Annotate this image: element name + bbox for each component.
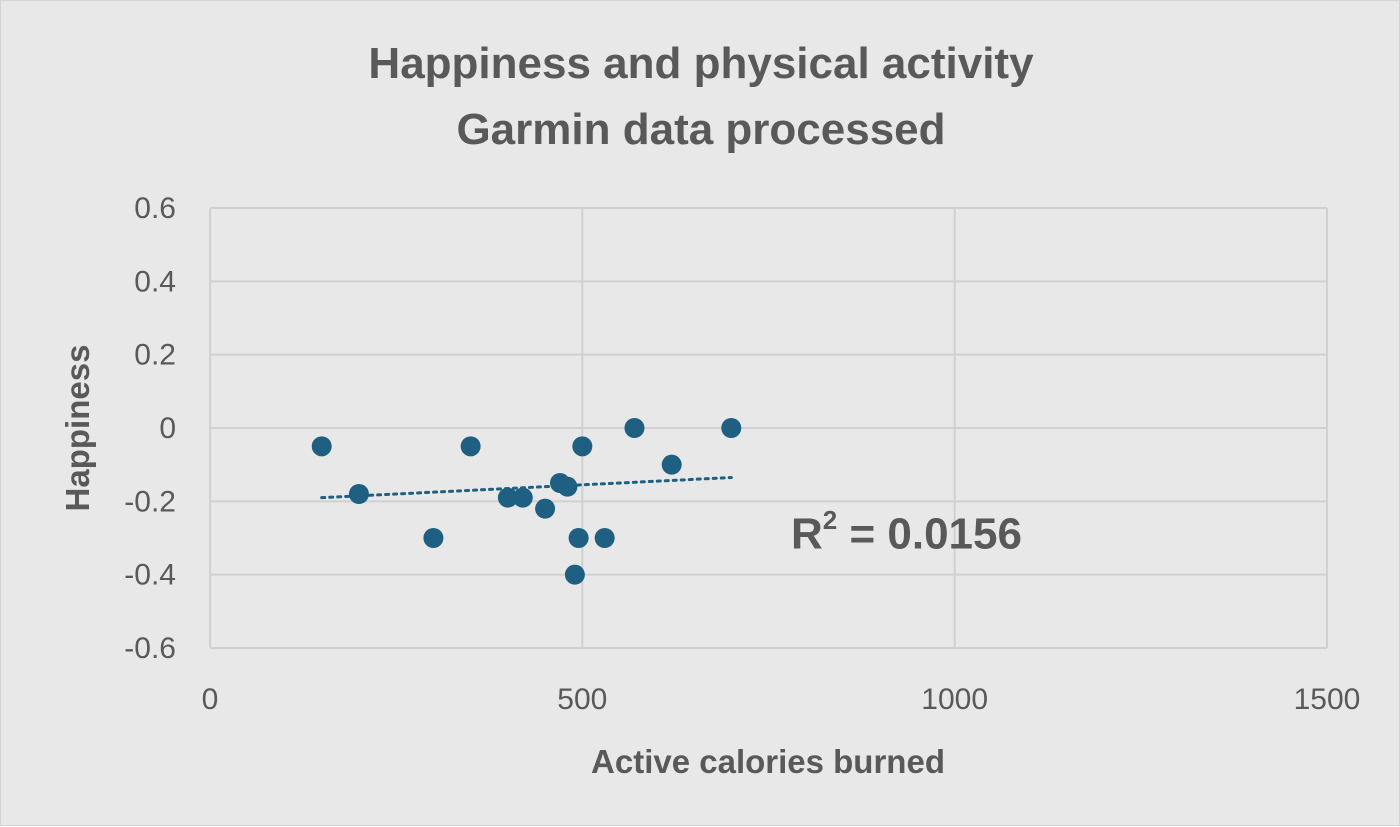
tick-labels: 0.6 0.4 0.2 0 -0.2 -0.4 -0.6 0 500 1000 1500 — [124, 192, 1360, 716]
data-point — [460, 436, 481, 457]
chart-title-line-1: Happiness and physical activity — [368, 39, 1034, 88]
data-point — [535, 498, 556, 519]
data-point — [564, 564, 585, 585]
data-point — [557, 476, 578, 497]
y-tick-label: -0.6 — [124, 632, 176, 665]
r2-prefix: R — [791, 509, 823, 559]
trendline-layer — [320, 476, 733, 500]
data-point — [568, 528, 589, 548]
y-tick-label: 0.6 — [134, 192, 176, 225]
data-points — [311, 418, 742, 585]
data-point — [311, 436, 332, 457]
data-point — [497, 487, 518, 508]
data-point — [594, 528, 615, 548]
y-tick-label: -0.2 — [124, 485, 176, 518]
chart-title: Happiness and physical activity Garmin d… — [1, 31, 1400, 163]
data-point — [572, 436, 593, 457]
x-tick-label: 1000 — [921, 683, 988, 716]
chart-title-line-2: Garmin data processed — [456, 105, 946, 154]
x-axis-title: Active calories burned — [591, 743, 945, 780]
data-point — [512, 487, 533, 508]
data-point — [624, 418, 645, 438]
x-tick-label: 1500 — [1294, 683, 1361, 716]
x-tick-label: 0 — [202, 683, 219, 716]
data-point — [721, 418, 742, 438]
y-tick-label: -0.4 — [124, 559, 176, 592]
y-axis-title: Happiness — [59, 345, 96, 512]
grid-lines — [209, 207, 1328, 649]
y-tick-label: 0 — [159, 412, 176, 445]
r-squared-annotation: R2 = 0.0156 — [791, 505, 1022, 560]
r2-value: = 0.0156 — [837, 509, 1022, 559]
x-tick-label: 500 — [557, 683, 607, 716]
y-tick-label: 0.2 — [134, 339, 176, 372]
trendline — [320, 476, 733, 500]
data-point — [423, 528, 444, 548]
data-point — [661, 454, 682, 475]
y-tick-label: 0.4 — [134, 265, 176, 298]
data-point — [348, 484, 369, 504]
r2-exponent: 2 — [822, 505, 838, 535]
